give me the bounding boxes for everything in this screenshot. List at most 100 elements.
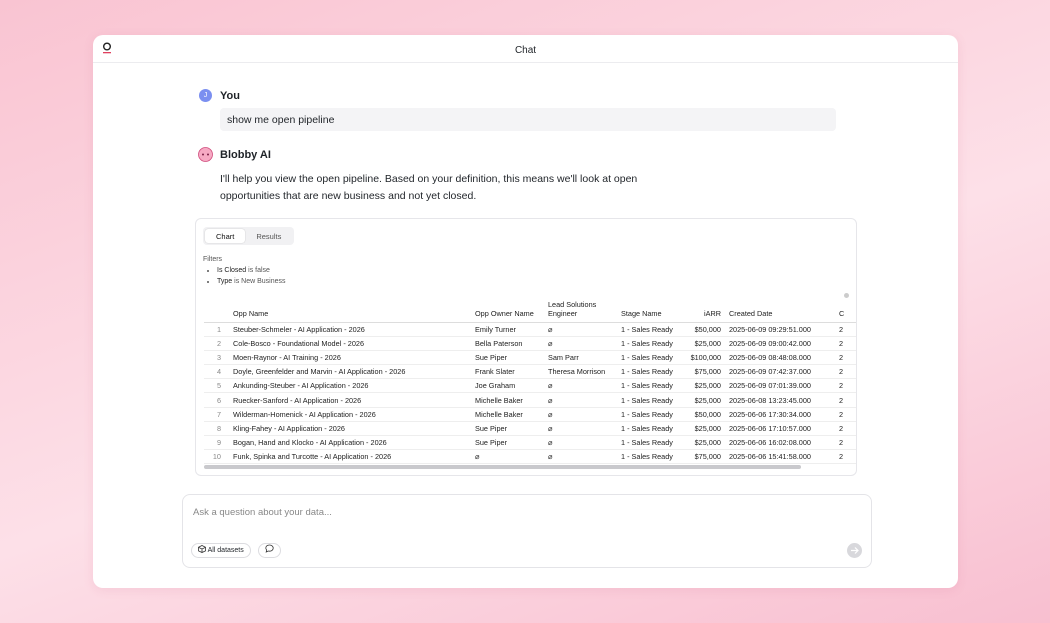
- table-cell: $75,000: [681, 364, 725, 380]
- row-number: 3: [204, 350, 229, 366]
- table-cell: 2025-06-09 08:48:08.000: [725, 350, 835, 366]
- table-cell: 1 - Sales Ready: [617, 421, 681, 437]
- table-cell: ⌀: [544, 435, 617, 451]
- row-number: 5: [204, 378, 229, 394]
- row-number: 8: [204, 421, 229, 437]
- table-row: 10 Funk, Spinka and Turcotte - AI Applica…: [204, 449, 856, 465]
- author: You: [220, 90, 240, 102]
- table-cell: $50,000: [681, 407, 725, 422]
- filter-condition: is false: [248, 267, 270, 274]
- filter-field: Is Closed: [217, 267, 247, 274]
- author: Blobby AI: [220, 149, 271, 161]
- input-placeholder: Ask a question about your data...: [193, 507, 332, 518]
- table-cell: Michelle Baker: [471, 392, 544, 408]
- header-cell: Created Date: [725, 295, 835, 323]
- table-row: 7 Wilderman-Homenick - AI Application - 2…: [204, 407, 856, 422]
- table-row: 5 Ankunding-Steuber - AI Application - 20…: [204, 378, 856, 394]
- table-cell: $100,000: [681, 350, 725, 366]
- send-button[interactable]: [847, 543, 862, 558]
- header-cell: [204, 295, 229, 323]
- table-cell: Joe Graham: [471, 378, 544, 394]
- header-cell: Stage Name: [617, 295, 681, 323]
- table-row: 4 Doyle, Greenfelder and Marvin - AI Appl…: [204, 364, 856, 380]
- header-cell: C: [835, 295, 856, 323]
- table-cell: ⌀: [544, 407, 617, 422]
- ai-message: I'll help you view the open pipeline. Ba…: [220, 173, 638, 202]
- table-cell: 2025-06-06 17:10:57.000: [725, 421, 835, 437]
- scroll-indicator: [844, 293, 849, 298]
- row-number: 1: [204, 322, 229, 337]
- results-table: Opp Name Opp Owner Name Lead Solutions Eng…: [204, 295, 856, 465]
- table-container: Opp Name Opp Owner Name Lead Solutions Eng…: [204, 295, 856, 465]
- table-row: 6 Ruecker-Sanford - AI Application - 2026…: [204, 392, 856, 408]
- table-row: 2 Cole-Bosco - Foundational Model - 2026 B…: [204, 336, 856, 351]
- user-avatar: J: [199, 89, 212, 102]
- table-cell: ⌀: [471, 449, 544, 465]
- table-cell: 2025-06-09 09:00:42.000: [725, 336, 835, 351]
- table-cell: 2: [835, 392, 856, 408]
- table-body: 1 Steuber-Schmeler - AI Application - 202…: [204, 322, 856, 465]
- table-cell: 2: [835, 364, 856, 380]
- filter-list: Is Closed is falseType is New Business: [203, 265, 286, 287]
- chat-icon: [265, 544, 274, 553]
- table-cell: $25,000: [681, 435, 725, 451]
- table-cell: $75,000: [681, 449, 725, 465]
- row-number: 2: [204, 336, 229, 351]
- table-cell: 1 - Sales Ready: [617, 378, 681, 394]
- table-cell: Michelle Baker: [471, 407, 544, 422]
- table-cell: 1 - Sales Ready: [617, 322, 681, 337]
- table-cell: ⌀: [544, 378, 617, 394]
- table-row: 3 Moen-Raynor - AI Training - 2026 Sue Pip…: [204, 350, 856, 366]
- table-cell: Moen-Raynor - AI Training - 2026: [229, 350, 471, 366]
- button-label: All datasets: [207, 547, 244, 554]
- table-cell: Ankunding-Steuber - AI Application - 202…: [229, 378, 471, 394]
- table-cell: ⌀: [544, 449, 617, 465]
- cube-icon: [198, 545, 206, 553]
- result-panel: Chart Results Filters Is Closed is false…: [195, 218, 857, 476]
- scrollbar[interactable]: [204, 465, 801, 469]
- table-cell: 2025-06-09 07:42:37.000: [725, 364, 835, 380]
- table-cell: 1 - Sales Ready: [617, 336, 681, 351]
- table-cell: 2: [835, 378, 856, 394]
- table-cell: Sue Piper: [471, 350, 544, 366]
- header-row: Opp Name Opp Owner Name Lead Solutions Eng…: [204, 295, 856, 323]
- filter-item: Is Closed is false: [217, 265, 286, 276]
- mode-button[interactable]: [258, 543, 281, 558]
- table-cell: 2025-06-09 09:29:51.000: [725, 322, 835, 337]
- table-cell: Cole-Bosco - Foundational Model - 2026: [229, 336, 471, 351]
- row-number: 10: [204, 449, 229, 465]
- datasets-button[interactable]: All datasets: [191, 543, 251, 558]
- table-cell: 2025-06-08 13:23:45.000: [725, 392, 835, 408]
- table-row: 8 Kling-Fahey - AI Application - 2026 Sue …: [204, 421, 856, 437]
- tab[interactable]: Chart: [205, 229, 246, 243]
- table-cell: 2025-06-06 17:30:34.000: [725, 407, 835, 422]
- table-row: 1 Steuber-Schmeler - AI Application - 202…: [204, 322, 856, 337]
- chat-window: Chat J You show me open pipeline Blobby …: [93, 35, 958, 588]
- table-cell: Bella Paterson: [471, 336, 544, 351]
- table-cell: ⌀: [544, 421, 617, 437]
- table-cell: Kling-Fahey - AI Application - 2026: [229, 421, 471, 437]
- table-cell: Emily Turner: [471, 322, 544, 337]
- tabs: Chart Results: [203, 227, 295, 245]
- table-cell: Sam Parr: [544, 350, 617, 366]
- table-cell: Sue Piper: [471, 435, 544, 451]
- table-cell: 2025-06-09 07:01:39.000: [725, 378, 835, 394]
- table-row: 9 Bogan, Hand and Klocko - AI Application…: [204, 435, 856, 451]
- table-cell: Theresa Morrison: [544, 364, 617, 380]
- tab[interactable]: Results: [256, 232, 282, 241]
- divider: [93, 62, 958, 63]
- filter-field: Type: [217, 278, 233, 285]
- table-cell: $50,000: [681, 322, 725, 337]
- logo: [103, 42, 111, 54]
- arrow-icon: [851, 547, 859, 554]
- table-cell: 2: [835, 421, 856, 437]
- table-cell: ⌀: [544, 392, 617, 408]
- table-cell: Ruecker-Sanford - AI Application - 2026: [229, 392, 471, 408]
- table-cell: Funk, Spinka and Turcotte - AI Applicati…: [229, 449, 471, 465]
- chat-input[interactable]: Ask a question about your data... All da…: [182, 494, 872, 568]
- table-cell: Doyle, Greenfelder and Marvin - AI Appli…: [229, 364, 471, 380]
- table-cell: Bogan, Hand and Klocko - AI Application …: [229, 435, 471, 451]
- table-cell: ⌀: [544, 336, 617, 351]
- table-cell: 1 - Sales Ready: [617, 364, 681, 380]
